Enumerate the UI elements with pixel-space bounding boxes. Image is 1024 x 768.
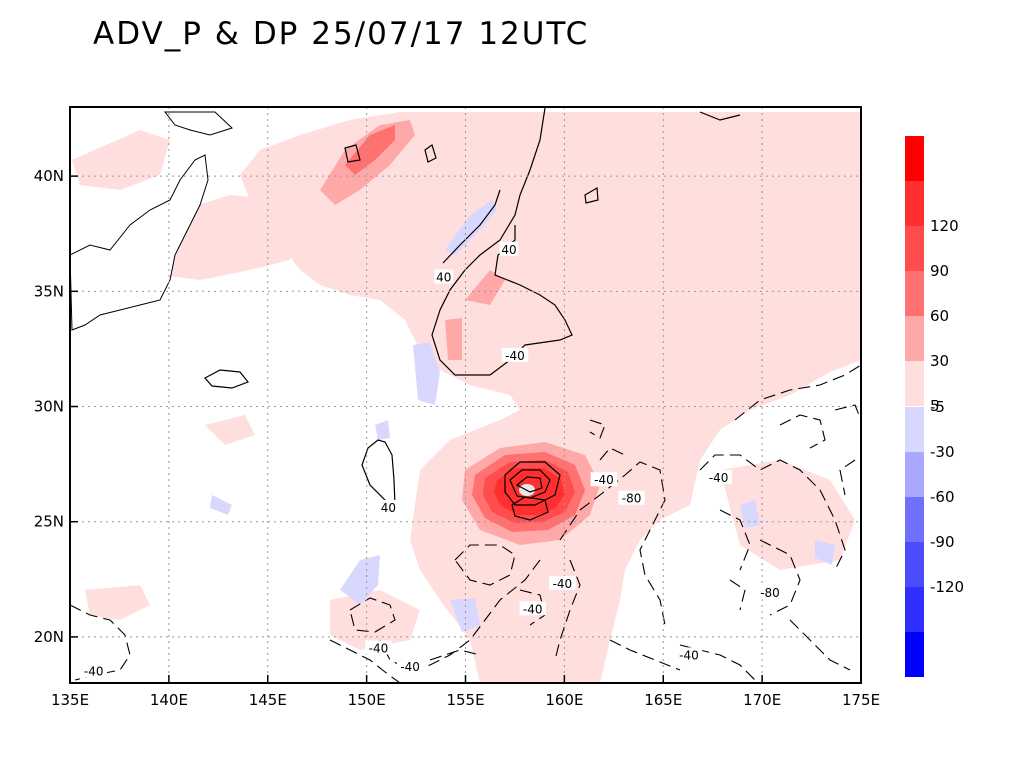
contour-label: 40 bbox=[501, 243, 516, 257]
colorbar-swatch bbox=[905, 136, 924, 181]
negative-region-7 bbox=[815, 540, 835, 565]
contour-label-bg bbox=[675, 647, 703, 662]
contour-label: 40 bbox=[381, 501, 396, 515]
colorbar-swatch bbox=[905, 361, 924, 406]
y-tick-label: 30N bbox=[34, 398, 64, 416]
colorbar-label: 120 bbox=[930, 217, 959, 235]
contour-pos-5 bbox=[204, 369, 249, 389]
contour-pos-8 bbox=[584, 187, 599, 204]
contour-label-bg bbox=[434, 269, 454, 284]
positive-band-60 bbox=[345, 125, 395, 175]
colorbar-swatch bbox=[905, 632, 924, 677]
contour-label-bg bbox=[499, 241, 519, 256]
positive-region-s bbox=[330, 590, 420, 650]
x-tick-label: 155E bbox=[446, 691, 484, 709]
contour-pos-2 bbox=[442, 189, 501, 264]
chart-title: ADV_P & DP 25/07/17 12UTC bbox=[93, 16, 590, 52]
positive-region-sw bbox=[85, 585, 150, 620]
contour-label-bg bbox=[396, 658, 424, 673]
colorbar-swatch bbox=[905, 316, 924, 361]
contour-label: -40 bbox=[369, 641, 389, 655]
negative-region-2 bbox=[413, 342, 440, 405]
contour-label: -40 bbox=[679, 648, 699, 662]
contour-label: -40 bbox=[709, 471, 729, 485]
positive-region-small bbox=[205, 415, 255, 445]
y-tick-label: 20N bbox=[34, 628, 64, 646]
hokkaido-coastline bbox=[163, 111, 233, 136]
contour-label-bg bbox=[501, 347, 529, 362]
colorbar-swatch bbox=[905, 542, 924, 587]
y-tick-label: 25N bbox=[34, 513, 64, 531]
contour-label: -80 bbox=[622, 492, 642, 506]
contour-label-bg bbox=[549, 575, 576, 590]
contour-label-bg bbox=[590, 472, 618, 487]
colorbar-label: -5 bbox=[930, 398, 945, 416]
colorbar-label: 60 bbox=[930, 307, 949, 325]
contour-label-bg bbox=[756, 585, 784, 600]
japan-coastline bbox=[70, 154, 209, 331]
positive-band-30b bbox=[465, 270, 505, 305]
colorbar-label: 90 bbox=[930, 262, 949, 280]
x-tick-label: 160E bbox=[545, 691, 583, 709]
contour-label-bg bbox=[618, 490, 645, 505]
contour-label: -40 bbox=[523, 602, 543, 616]
colorbar-swatch bbox=[905, 271, 924, 316]
colorbar-swatch bbox=[905, 452, 924, 497]
colorbar-label: -90 bbox=[930, 533, 955, 551]
contour-label-bg bbox=[80, 663, 107, 678]
contour-label: 40 bbox=[436, 270, 451, 284]
x-tick-label: 140E bbox=[150, 691, 188, 709]
y-axis: 20N 25N 30N 35N 40N bbox=[34, 167, 78, 646]
contour-label-bg bbox=[365, 640, 392, 655]
contour-pos-6 bbox=[424, 144, 437, 163]
y-tick-label: 35N bbox=[34, 282, 64, 300]
colorbar-swatch bbox=[905, 226, 924, 271]
colorbar-swatch bbox=[905, 407, 924, 452]
contour-neg-group bbox=[70, 364, 861, 683]
contour-label: -40 bbox=[400, 660, 420, 674]
colorbar-swatch bbox=[905, 497, 924, 542]
colorbar: 120 90 60 30 5-5 -30 -60 -90 -120 bbox=[905, 136, 964, 677]
x-tick-label: 145E bbox=[249, 691, 287, 709]
colorbar-label: -120 bbox=[930, 578, 964, 596]
contour-pos-cyclone bbox=[504, 461, 561, 521]
positive-band-30c bbox=[445, 318, 462, 360]
x-tick-label: 170E bbox=[743, 691, 781, 709]
colorbar-label: -60 bbox=[930, 488, 955, 506]
y-tick-label: 40N bbox=[34, 167, 64, 185]
colorbar-label: 30 bbox=[930, 352, 949, 370]
positive-region-e bbox=[720, 460, 855, 570]
colorbar-swatch bbox=[905, 587, 924, 632]
contour-label-bg bbox=[705, 469, 732, 484]
contour-label: -40 bbox=[505, 349, 525, 363]
contour-pos-4 bbox=[699, 111, 741, 121]
negative-region-3 bbox=[340, 555, 380, 605]
contour-label: -40 bbox=[84, 664, 104, 678]
contour-pos-1 bbox=[431, 107, 573, 376]
contour-label: -40 bbox=[594, 473, 614, 487]
negative-region-1 bbox=[445, 200, 497, 255]
colorbar-label: -30 bbox=[930, 443, 955, 461]
contour-label-bg bbox=[519, 601, 546, 616]
x-tick-label: 150E bbox=[348, 691, 386, 709]
positive-region-west2 bbox=[72, 130, 170, 190]
negative-region-8 bbox=[375, 420, 390, 440]
contour-label: -80 bbox=[760, 586, 780, 600]
x-tick-label: 175E bbox=[842, 691, 880, 709]
contour-label-bg bbox=[378, 499, 398, 514]
x-axis: 135E 140E 145E 150E 155E 160E 165E 170E 175E bbox=[51, 675, 880, 709]
positive-region-main bbox=[240, 112, 861, 683]
contour-labels: 40 40 -40 40 -40 -80 -40 -40 -40 -80 -40 -40 -40 -40 bbox=[80, 241, 784, 678]
x-tick-label: 165E bbox=[644, 691, 682, 709]
contour-pos-7 bbox=[344, 144, 361, 163]
colorbar-swatch bbox=[905, 181, 924, 226]
x-tick-label: 135E bbox=[51, 691, 89, 709]
colorbar-label: 5 bbox=[930, 397, 940, 415]
negative-region-5 bbox=[740, 500, 760, 528]
negative-region-4 bbox=[450, 598, 480, 632]
negative-region-6 bbox=[210, 495, 232, 515]
shaded-field bbox=[70, 107, 861, 683]
contour-label: -40 bbox=[553, 577, 573, 591]
